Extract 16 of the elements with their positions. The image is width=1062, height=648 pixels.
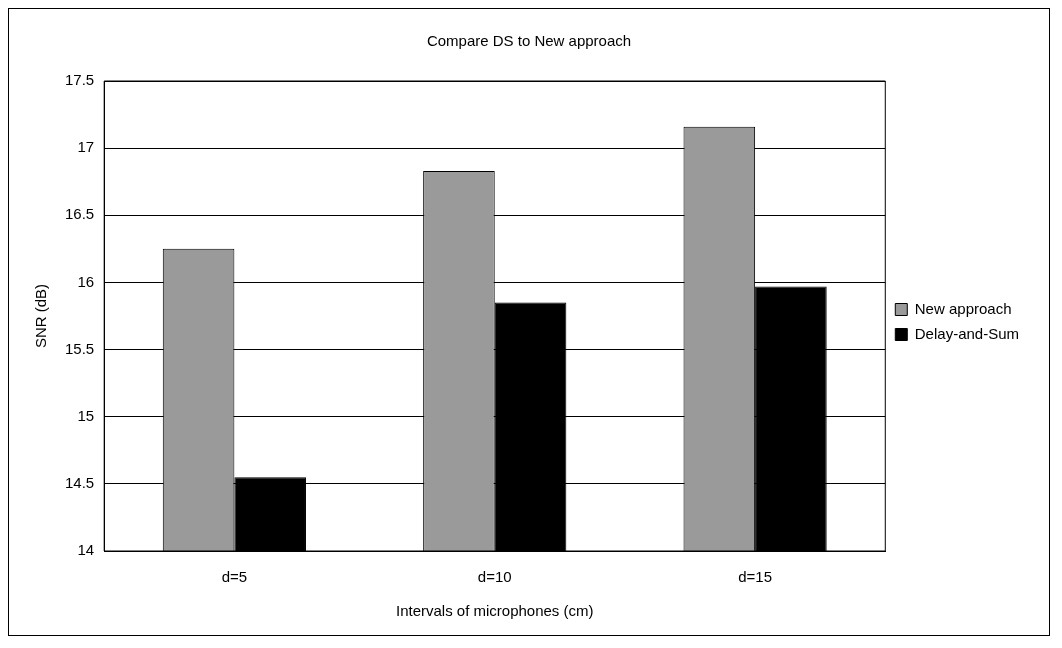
y-axis-title: SNR (dB) xyxy=(32,283,50,349)
x-axis-title: Intervals of microphones (cm) xyxy=(395,602,594,620)
y-tick-label: 15 xyxy=(77,406,95,424)
y-tick-label: 15.5 xyxy=(64,339,95,357)
y-tick-label: 14 xyxy=(77,541,95,559)
x-tick-label: d=15 xyxy=(738,568,773,586)
legend-label: Delay-and-Sum xyxy=(914,324,1020,342)
legend-label: New approach xyxy=(914,299,1012,317)
y-tick-label: 17.5 xyxy=(64,71,95,89)
y-tick-label: 14.5 xyxy=(64,474,95,491)
y-tick-label: 16 xyxy=(77,272,95,290)
y-tick-label: 16.5 xyxy=(64,205,95,223)
y-tick-label: 17 xyxy=(77,138,95,156)
chart-title: Compare DS to New approach xyxy=(426,32,632,50)
x-tick-label: d=5 xyxy=(221,568,248,586)
x-tick-label: d=10 xyxy=(477,568,512,586)
